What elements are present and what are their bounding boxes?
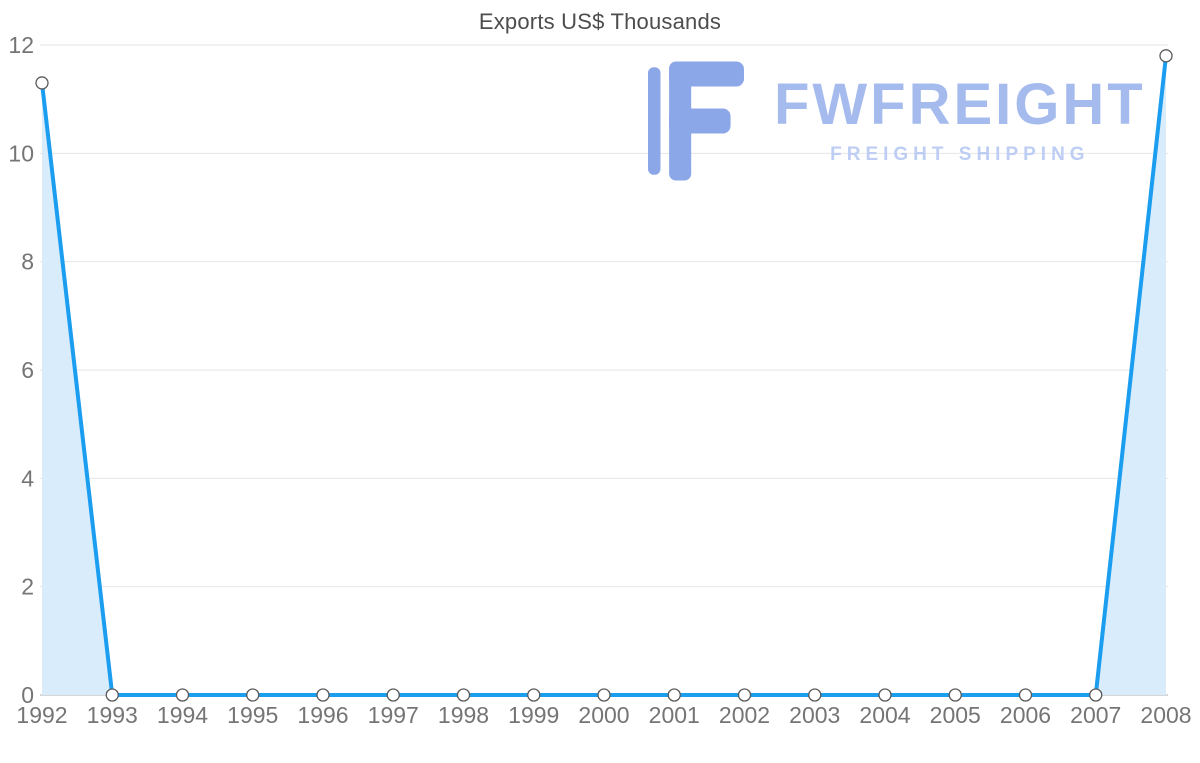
data-point-marker[interactable] xyxy=(175,688,190,702)
fwfreight-logo-icon xyxy=(648,61,744,181)
data-point-marker[interactable] xyxy=(1089,688,1103,702)
data-point-marker[interactable] xyxy=(667,688,681,702)
y-tick-label: 10 xyxy=(8,140,34,166)
x-tick-label: 2005 xyxy=(930,702,981,728)
x-tick-label: 2008 xyxy=(1140,702,1191,728)
y-tick-label: 4 xyxy=(21,465,34,491)
y-tick-label: 12 xyxy=(8,32,34,58)
x-tick-label: 1992 xyxy=(16,702,67,728)
fwfreight-logo: FWFREIGHT FREIGHT SHIPPING xyxy=(648,60,1146,182)
y-tick-label: 6 xyxy=(21,357,34,383)
x-tick-label: 2003 xyxy=(789,702,840,728)
data-point-marker[interactable] xyxy=(316,688,330,702)
logo-text-block: FWFREIGHT FREIGHT SHIPPING xyxy=(774,76,1146,166)
x-tick-label: 1996 xyxy=(297,702,348,728)
data-point-marker[interactable] xyxy=(948,688,962,702)
x-tick-label: 1995 xyxy=(227,702,278,728)
data-point-marker[interactable] xyxy=(527,688,541,702)
data-point-marker[interactable] xyxy=(1018,688,1033,702)
data-point-marker[interactable] xyxy=(878,688,892,702)
data-point-marker[interactable] xyxy=(105,688,119,702)
data-point-marker[interactable] xyxy=(737,688,752,702)
x-tick-label: 1994 xyxy=(157,702,208,728)
x-tick-label: 2001 xyxy=(649,702,700,728)
y-tick-label: 8 xyxy=(21,249,34,275)
logo-wordmark: FWFREIGHT xyxy=(774,72,1146,137)
data-point-marker[interactable] xyxy=(1159,49,1173,63)
y-tick-label: 2 xyxy=(21,574,34,600)
data-point-marker[interactable] xyxy=(246,688,260,702)
x-tick-label: 2007 xyxy=(1070,702,1121,728)
x-tick-label: 1997 xyxy=(368,702,419,728)
x-tick-label: 1999 xyxy=(508,702,559,728)
data-point-marker[interactable] xyxy=(808,688,822,702)
y-tick-label: 0 xyxy=(21,682,34,708)
data-point-marker[interactable] xyxy=(456,688,471,702)
logo-tagline: FREIGHT SHIPPING xyxy=(830,144,1090,165)
x-tick-label: 1998 xyxy=(438,702,489,728)
x-tick-label: 2002 xyxy=(719,702,770,728)
x-tick-label: 1993 xyxy=(87,702,138,728)
x-tick-label: 2006 xyxy=(1000,702,1051,728)
chart-title: Exports US$ Thousands xyxy=(478,9,722,34)
x-tick-label: 2004 xyxy=(859,702,910,728)
data-point-marker[interactable] xyxy=(386,688,400,702)
data-point-marker[interactable] xyxy=(597,688,611,702)
data-point-marker[interactable] xyxy=(35,76,49,90)
x-tick-label: 2000 xyxy=(578,702,629,728)
